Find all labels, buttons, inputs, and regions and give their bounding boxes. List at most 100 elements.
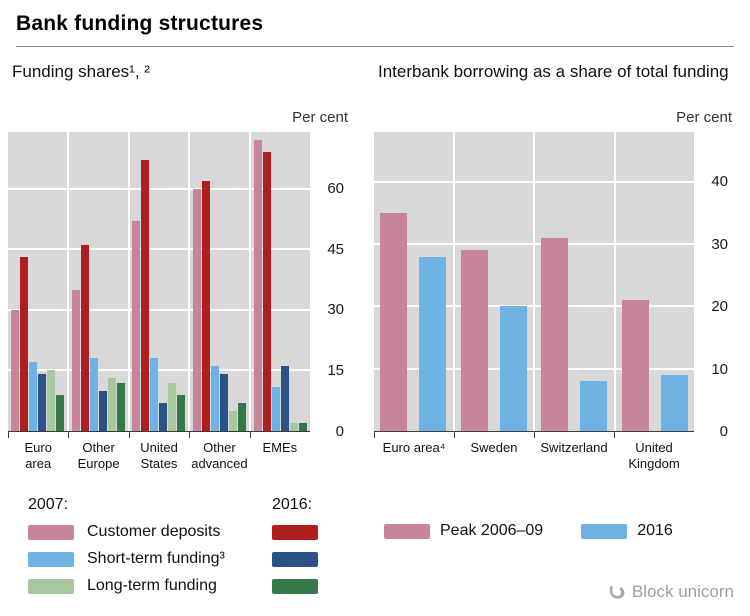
legend-2007-header: 2007: <box>28 496 69 513</box>
peak-2006-09-swatch <box>384 523 430 539</box>
bar-group <box>374 132 453 431</box>
bar-group <box>533 132 614 431</box>
customer-deposits-2016-bar <box>80 245 89 431</box>
x-axis-tick <box>454 432 455 438</box>
bar-group <box>452 132 534 431</box>
gridline <box>8 248 310 251</box>
x-category-label: Euro area <box>24 440 52 471</box>
short-term-funding-2007-bar <box>211 366 220 431</box>
figure-title: Bank funding structures <box>16 12 264 35</box>
long-term-funding-2016-bar <box>116 382 125 431</box>
long-term-funding-2007-bar <box>229 410 238 431</box>
gridline <box>8 369 310 372</box>
x-axis-tick <box>68 432 70 438</box>
long-term-funding-2016-bar <box>177 394 186 431</box>
bar-groups <box>374 132 694 431</box>
left-panel-title: Funding shares¹, ² <box>12 62 150 81</box>
legend-item-2016: 2016 <box>581 522 673 540</box>
x-axis-tick <box>374 432 375 438</box>
figure-header: Bank funding structures <box>0 0 750 47</box>
legend-2016-label: 2016 <box>637 522 673 539</box>
y-tick-label: 0 <box>335 423 344 440</box>
bar-groups <box>8 132 310 431</box>
short-term-funding-2007-bar <box>150 358 159 431</box>
short-term-funding-2007-bar <box>28 362 37 431</box>
customer-deposits-2007-bar <box>254 140 263 431</box>
peak-2006-09-bar <box>541 237 569 431</box>
x-axis-tick <box>8 432 9 438</box>
short-term-funding-2007-swatch <box>28 551 74 567</box>
gridline <box>8 308 310 311</box>
bar-group <box>613 132 695 431</box>
x-category-label: Other Europe <box>77 440 120 471</box>
customer-deposits-2016-swatch <box>272 524 318 540</box>
year-2016-bar <box>660 374 688 431</box>
customer-deposits-2016-bar <box>263 152 272 431</box>
y-tick-label: 15 <box>327 362 344 380</box>
long-term-funding-2007-bar <box>46 370 55 431</box>
customer-deposits-2007-swatch <box>28 524 74 540</box>
year-2016-bar <box>419 256 447 431</box>
long-term-funding-2016-bar <box>299 422 308 431</box>
long-term-funding-2007-bar <box>168 382 177 431</box>
customer-deposits-2016-bar <box>202 180 211 431</box>
year-2016-bar <box>580 381 608 431</box>
peak-2006-09-bar <box>460 250 488 431</box>
right-chart: 0 10 20 30 40 Euro area⁴ Sweden Switzerland Uni… <box>374 132 732 476</box>
x-category-label: United Kingdom <box>628 440 680 471</box>
bar-group <box>8 132 67 431</box>
left-chart: 0 15 30 45 60 Euro area Other Europe United St… <box>8 132 348 476</box>
bar-group <box>188 132 249 431</box>
block-unicorn-logo-icon <box>609 585 625 599</box>
short-term-funding-2016-bar <box>98 390 107 431</box>
left-chart-row: 0 15 30 45 60 <box>8 132 348 440</box>
left-unit-label: Per cent <box>292 109 348 126</box>
short-term-funding-2016-bar <box>220 374 229 431</box>
short-term-funding-2007-bar <box>272 386 281 431</box>
x-category-label: EMEs <box>262 440 298 455</box>
legend-2016-swatch <box>581 523 628 539</box>
funding-shares-panel: Funding shares¹, ² Per cent 0 15 30 45 60 Eu… <box>8 61 348 476</box>
right-panel-title: Interbank borrowing as a share of total … <box>378 62 729 81</box>
customer-deposits-2007-bar <box>132 220 141 431</box>
bar-group <box>127 132 189 431</box>
customer-deposits-2007-bar <box>71 289 80 431</box>
customer-deposits-2007-bar <box>10 309 19 431</box>
y-tick-label: 40 <box>711 173 728 191</box>
title-divider <box>16 46 734 47</box>
watermark: Block unicorn <box>608 582 734 602</box>
left-y-axis-labels: 0 15 30 45 60 <box>310 132 348 440</box>
peak-2006-09-bar <box>380 212 408 431</box>
right-unit-label: Per cent <box>676 109 732 126</box>
year-2016-bar <box>499 306 527 431</box>
long-term-funding-2016-swatch <box>272 578 318 594</box>
y-tick-label: 20 <box>711 298 728 315</box>
y-tick-label: 30 <box>711 235 728 253</box>
peak-2006-09-bar <box>621 300 649 431</box>
gridline <box>8 187 310 190</box>
legend-row: 2007: 2016: Customer deposits Short-term… <box>0 476 750 595</box>
short-term-funding-label: Short-term funding³ <box>87 550 225 567</box>
y-tick-label: 60 <box>327 179 344 197</box>
bar-group <box>249 132 310 431</box>
x-axis-tick <box>249 432 251 438</box>
left-x-axis-labels: Euro area Other Europe United States Other … <box>8 432 310 476</box>
short-term-funding-2007-bar <box>89 358 98 431</box>
right-plot-area <box>374 132 694 432</box>
right-legend: Peak 2006–09 2016 <box>384 522 732 540</box>
long-term-funding-2007-bar <box>290 422 299 431</box>
right-legend-wrap: Peak 2006–09 2016 <box>374 496 732 595</box>
right-chart-row: 0 10 20 30 40 <box>374 132 732 440</box>
long-term-funding-2016-bar <box>55 394 64 431</box>
long-term-funding-2007-swatch <box>28 578 74 594</box>
customer-deposits-label: Customer deposits <box>87 523 221 540</box>
x-axis-tick <box>614 432 615 438</box>
x-category-label: Switzerland <box>540 440 608 455</box>
y-tick-label: 10 <box>711 360 728 378</box>
long-term-funding-label: Long-term funding <box>87 577 217 594</box>
short-term-funding-2016-bar <box>281 366 290 431</box>
right-x-axis-labels: Euro area⁴ Sweden Switzerland United Kingdo… <box>374 432 694 476</box>
x-axis-tick <box>128 432 130 438</box>
legend-2016-header: 2016: <box>272 496 313 513</box>
